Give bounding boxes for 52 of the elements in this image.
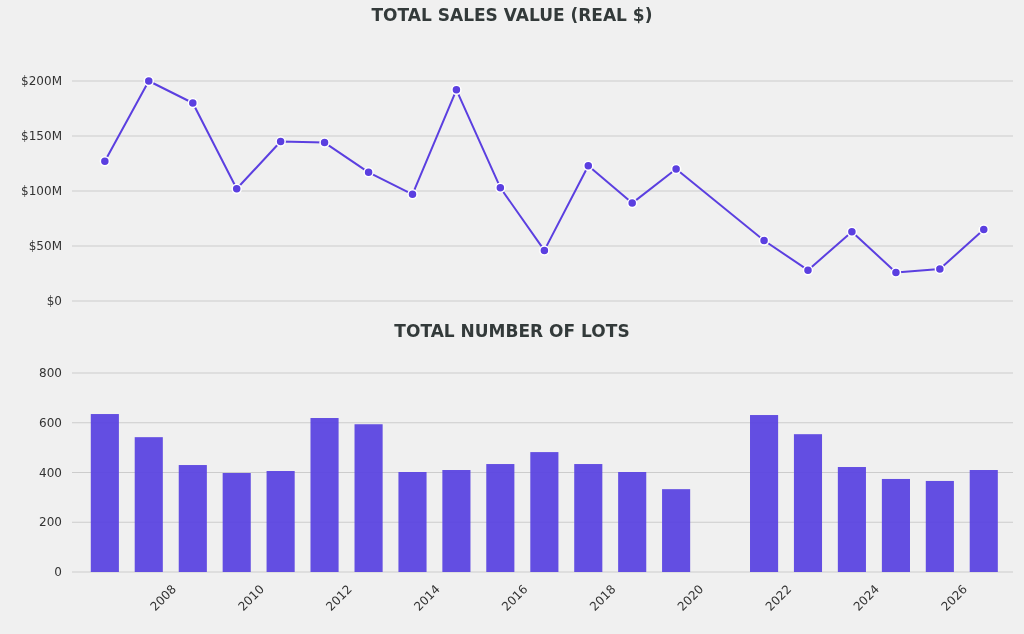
point [231,183,242,195]
point [890,267,902,278]
bar [793,434,823,572]
bar [266,471,295,572]
bar [310,418,339,572]
y-tick-label: 800 [39,366,62,381]
bar [925,480,954,572]
bar [662,489,691,572]
y-tick-label: 600 [39,415,62,430]
bar [969,470,998,572]
point [363,167,374,178]
bar [881,478,910,572]
point [583,160,594,171]
chart-title: TOTAL SALES VALUE (REAL $) [371,5,653,25]
bar [442,470,471,572]
bar [618,472,647,572]
y-tick-label: $0 [46,294,62,309]
y-tick-label: 200 [39,515,62,530]
chart-title: TOTAL NUMBER OF LOTS [394,321,630,341]
bar [398,472,427,572]
bar [486,464,515,572]
point [143,75,155,87]
y-tick-label: 400 [39,465,62,480]
point [407,189,418,200]
bar [134,437,163,572]
bar [354,424,383,572]
point [451,84,462,96]
point [495,182,506,193]
bar [90,414,119,572]
point [934,263,946,275]
y-tick-label: 0 [54,565,62,580]
point [758,235,770,246]
y-tick-label: $50M [28,239,62,254]
bar [222,473,251,572]
point [846,226,858,237]
point [626,197,638,209]
bar [750,415,779,572]
point [99,156,111,167]
y-tick-label: $200M [21,74,62,89]
point [539,245,550,256]
point [319,137,330,148]
point [670,163,682,175]
point [275,136,286,147]
point [187,97,199,109]
bar [837,467,866,572]
point [802,264,814,276]
point [978,224,990,235]
bar [530,452,559,572]
bar [178,465,207,572]
y-tick-label: $100M [21,184,62,199]
y-tick-label: $150M [21,129,62,144]
bar [574,464,603,572]
